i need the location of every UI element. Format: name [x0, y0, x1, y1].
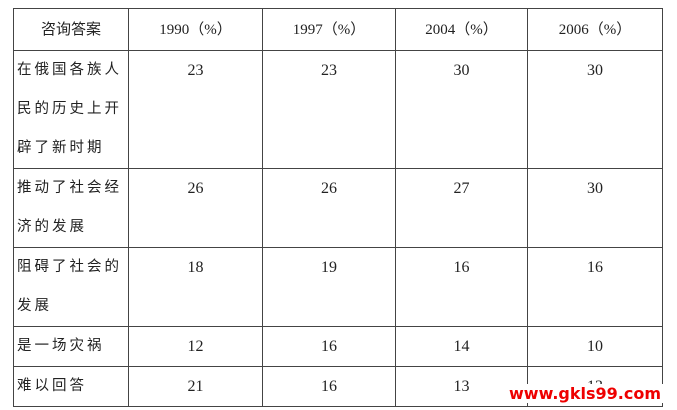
header-row: 咨询答案 1990（%） 1997（%） 2004（%） 2006（%） — [13, 8, 663, 51]
survey-table: 咨询答案 1990（%） 1997（%） 2004（%） 2006（%） 在俄国各族人民的… — [13, 8, 663, 407]
value-cell: 16 — [262, 366, 396, 407]
watermark: www.gkls99.com — [507, 384, 663, 403]
table-row: 是一场灾祸 12 16 14 10 — [13, 326, 663, 367]
answer-cell: 难以回答 — [13, 366, 129, 407]
value-cell: 30 — [395, 50, 528, 169]
value-cell: 23 — [262, 50, 396, 169]
answer-cell: 是一场灾祸 — [13, 326, 129, 367]
header-cell: 2006（%） — [527, 8, 663, 51]
value-cell: 19 — [262, 247, 396, 327]
value-cell: 16 — [395, 247, 528, 327]
value-cell: 26 — [128, 168, 263, 248]
table-row: 在俄国各族人民的历史上开辟了新时期 23 23 30 30 — [13, 50, 663, 169]
value-cell: 16 — [262, 326, 396, 367]
value-cell: 26 — [262, 168, 396, 248]
header-cell: 咨询答案 — [13, 8, 129, 51]
answer-cell: 推动了社会经济的发展 — [13, 168, 129, 248]
header-cell: 2004（%） — [395, 8, 528, 51]
answer-cell: 在俄国各族人民的历史上开辟了新时期 — [13, 50, 129, 169]
header-cell: 1990（%） — [128, 8, 263, 51]
answer-cell: 阻碍了社会的发展 — [13, 247, 129, 327]
header-cell: 1997（%） — [262, 8, 396, 51]
value-cell: 30 — [527, 50, 663, 169]
value-cell: 23 — [128, 50, 263, 169]
table-row: 推动了社会经济的发展 26 26 27 30 — [13, 168, 663, 248]
value-cell: 18 — [128, 247, 263, 327]
value-cell: 30 — [527, 168, 663, 248]
table-row: 阻碍了社会的发展 18 19 16 16 — [13, 247, 663, 327]
value-cell: 14 — [395, 326, 528, 367]
value-cell: 10 — [527, 326, 663, 367]
value-cell: 12 — [128, 326, 263, 367]
value-cell: 16 — [527, 247, 663, 327]
value-cell: 13 — [395, 366, 528, 407]
value-cell: 27 — [395, 168, 528, 248]
value-cell: 21 — [128, 366, 263, 407]
